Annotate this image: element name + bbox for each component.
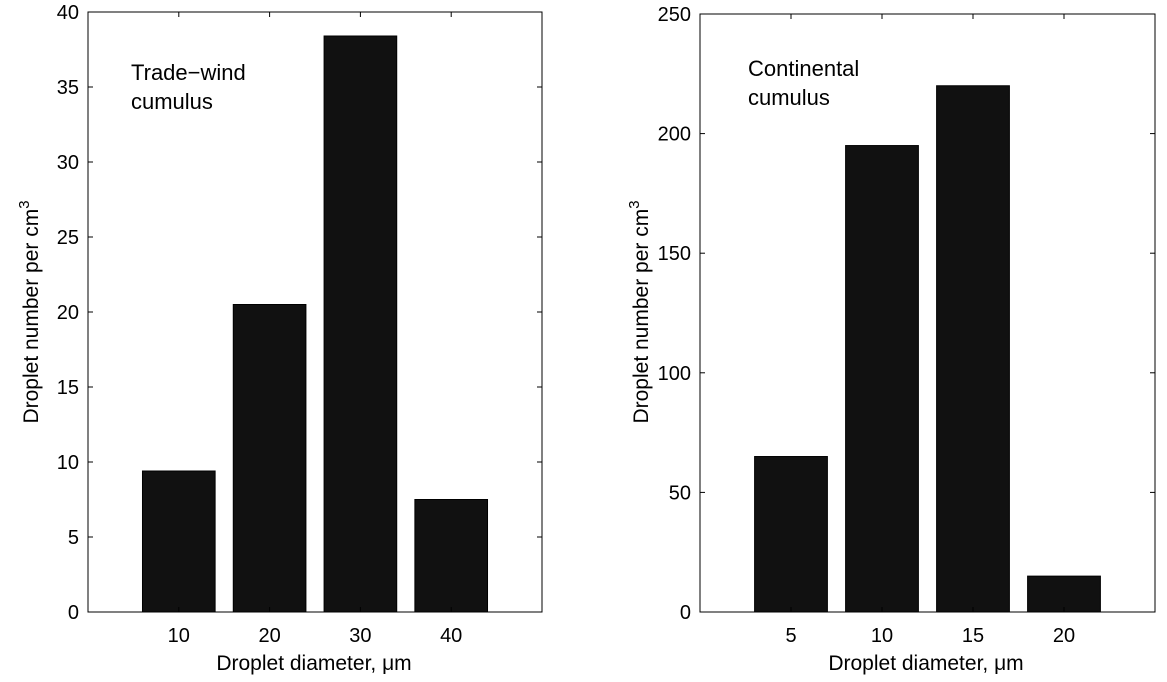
x-tick-label: 15 bbox=[962, 625, 984, 647]
x-tick-label: 20 bbox=[1053, 625, 1075, 647]
x-tick-label: 5 bbox=[785, 625, 796, 647]
y-axis-label: Droplet number per cm3 bbox=[16, 200, 43, 423]
x-tick-label: 30 bbox=[349, 625, 371, 647]
y-tick-label: 40 bbox=[57, 2, 79, 24]
bar-30 bbox=[323, 35, 398, 613]
bar-20 bbox=[232, 304, 307, 613]
y-tick-label: 25 bbox=[57, 227, 79, 249]
y-tick-label: 35 bbox=[57, 77, 79, 99]
y-tick-label: 20 bbox=[57, 302, 79, 324]
x-tick-label: 10 bbox=[871, 625, 893, 647]
y-tick-label: 150 bbox=[658, 243, 691, 265]
y-tick-label: 30 bbox=[57, 152, 79, 174]
y-axis-label-superscript: 3 bbox=[16, 200, 33, 208]
x-tick-label: 20 bbox=[258, 625, 280, 647]
y-tick-label: 0 bbox=[68, 602, 79, 624]
y-axis-label-superscript: 3 bbox=[626, 200, 643, 208]
y-tick-label: 0 bbox=[680, 602, 691, 624]
x-tick-label: 10 bbox=[168, 625, 190, 647]
trade-wind-cumulus-chart: Droplet diameter, μm Droplet number per … bbox=[16, 2, 543, 675]
x-axis-label: Droplet diameter, μm bbox=[216, 652, 411, 675]
y-tick-label: 50 bbox=[669, 482, 691, 504]
y-tick-label: 5 bbox=[68, 527, 79, 549]
y-tick-label: 10 bbox=[57, 452, 79, 474]
bar-15 bbox=[936, 85, 1010, 613]
bar-20 bbox=[1027, 575, 1101, 613]
bar-10 bbox=[141, 470, 216, 613]
y-axis-label: Droplet number per cm3 bbox=[626, 200, 653, 423]
y-tick-label: 200 bbox=[658, 124, 691, 146]
bar-5 bbox=[754, 456, 828, 613]
bar-10 bbox=[845, 145, 919, 613]
bar-40 bbox=[414, 499, 489, 613]
chart-annotation: Trade−wind cumulus bbox=[131, 60, 246, 114]
x-tick-label: 40 bbox=[440, 625, 462, 647]
continental-cumulus-chart: Droplet diameter, μm Droplet number per … bbox=[626, 4, 1156, 675]
plot-frame bbox=[699, 13, 1156, 613]
chart-annotation: Continental cumulus bbox=[748, 56, 859, 110]
y-tick-label: 250 bbox=[658, 4, 691, 26]
y-tick-label: 15 bbox=[57, 377, 79, 399]
y-tick-label: 100 bbox=[658, 363, 691, 385]
x-axis-label: Droplet diameter, μm bbox=[828, 652, 1023, 675]
